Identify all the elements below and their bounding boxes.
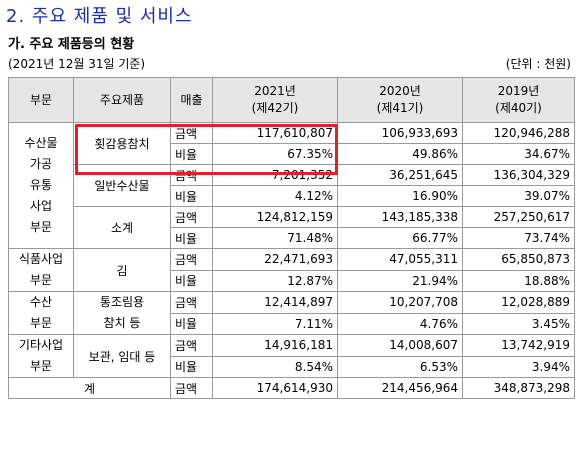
value-cell: 71.48% <box>212 227 338 249</box>
value-cell: 14,916,181 <box>212 334 338 357</box>
value-cell: 7.11% <box>212 312 338 335</box>
subsection-heading: 가. 주요 제품등의 현황 <box>8 37 135 52</box>
segment-cell: 수산 부문 <box>8 291 74 335</box>
amount-label: 금액 <box>170 206 213 228</box>
product-line: 통조림용 <box>99 295 145 309</box>
amount-label: 금액 <box>170 164 213 186</box>
table-header-row: 부문 주요제품 매출 2021년 (제42기) 2020년 (제41기) 2019년… <box>8 77 575 123</box>
value-cell: 106,933,693 <box>337 122 463 144</box>
products-table: 부문 주요제품 매출 2021년 (제42기) 2020년 (제41기) 2019년… <box>8 77 575 399</box>
header-segment: 부문 <box>8 77 74 123</box>
header-2021: 2021년 (제42기) <box>212 77 338 123</box>
ratio-label: 비율 <box>170 143 213 165</box>
ratio-label: 비율 <box>170 355 213 378</box>
amount-label: 금액 <box>170 122 213 144</box>
header-product: 주요제품 <box>73 77 171 123</box>
value-cell: 4.76% <box>337 312 463 335</box>
total-value: 174,614,930 <box>212 377 338 399</box>
total-value: 348,873,298 <box>462 377 575 399</box>
product-cell: 소계 <box>73 206 171 249</box>
amount-label: 금액 <box>170 291 213 314</box>
value-cell: 6.53% <box>337 355 463 378</box>
value-cell: 10,207,708 <box>337 291 463 314</box>
value-cell: 34.67% <box>462 143 575 165</box>
header-2019: 2019년 (제40기) <box>462 77 575 123</box>
total-row: 계 금액 174,614,930 214,456,964 348,873,298 <box>8 377 575 399</box>
value-cell: 12,028,889 <box>462 291 575 314</box>
header-2020: 2020년 (제41기) <box>337 77 463 123</box>
value-cell: 65,850,873 <box>462 248 575 271</box>
amount-label: 금액 <box>170 334 213 357</box>
value-cell: 7,201,352 <box>212 164 338 186</box>
value-cell: 120,946,288 <box>462 122 575 144</box>
value-cell: 49.86% <box>337 143 463 165</box>
value-cell: 8.54% <box>212 355 338 378</box>
value-cell: 13,742,919 <box>462 334 575 357</box>
product-cell: 횟감용참치 <box>73 122 171 165</box>
value-cell: 39.07% <box>462 185 575 207</box>
value-cell: 3.45% <box>462 312 575 335</box>
value-cell: 73.74% <box>462 227 575 249</box>
table-row: 비율 8.54% 6.53% 3.94% <box>9 355 575 378</box>
value-cell: 12.87% <box>212 269 338 292</box>
date-note: (2021년 12월 31일 기준) <box>8 57 146 71</box>
ratio-label: 비율 <box>170 185 213 207</box>
header-sales: 매출 <box>170 77 213 123</box>
total-label: 계 <box>8 377 171 399</box>
table-row: 소계 금액 124,812,159 143,185,338 257,250,61… <box>9 206 575 249</box>
value-cell: 14,008,607 <box>337 334 463 357</box>
value-cell: 47,055,311 <box>337 248 463 271</box>
ratio-label: 비율 <box>170 269 213 292</box>
ratio-label: 비율 <box>170 312 213 335</box>
value-cell: 136,304,329 <box>462 164 575 186</box>
value-cell: 67.35% <box>212 143 338 165</box>
value-cell: 12,414,897 <box>212 291 338 314</box>
value-cell: 36,251,645 <box>337 164 463 186</box>
total-value: 214,456,964 <box>337 377 463 399</box>
value-cell: 143,185,338 <box>337 206 463 228</box>
value-cell: 16.90% <box>337 185 463 207</box>
amount-label: 금액 <box>170 248 213 271</box>
value-cell: 3.94% <box>462 355 575 378</box>
product-cell: 김 <box>73 248 171 292</box>
value-cell: 21.94% <box>337 269 463 292</box>
value-cell: 22,471,693 <box>212 248 338 271</box>
section-heading: 2. 주요 제품 및 서비스 <box>6 6 193 27</box>
ratio-label: 비율 <box>170 227 213 249</box>
value-cell: 66.77% <box>337 227 463 249</box>
value-cell: 4.12% <box>212 185 338 207</box>
table-row: 비율 7.11% 4.76% 3.45% <box>9 312 575 335</box>
table-row: 비율 12.87% 21.94% 18.88% <box>9 269 575 292</box>
table-row: 비율 71.48% 66.77% 73.74% <box>9 227 575 249</box>
value-cell: 124,812,159 <box>212 206 338 228</box>
table-row: 식품사업 부문 김 금액 22,471,693 47,055,311 65,850… <box>8 248 575 292</box>
amount-label: 금액 <box>170 377 213 399</box>
product-cell: 일반수산물 <box>73 164 171 207</box>
segment-cell: 수산물 가공 유통 사업 부문 <box>8 122 74 249</box>
table-row: 기타사업 부문 보관, 임대 등 금액 14,916,181 14,008,607… <box>8 334 575 378</box>
value-cell: 257,250,617 <box>462 206 575 228</box>
product-cell: 보관, 임대 등 <box>73 334 171 378</box>
value-cell: 18.88% <box>462 269 575 292</box>
table-row: 수산물 가공 유통 사업 부문 횟감용참치 금액 117,610,807 106,933… <box>8 122 575 249</box>
product-line: 참치 등 <box>103 316 141 330</box>
segment-cell: 식품사업 부문 <box>8 248 74 292</box>
segment-cell: 기타사업 부문 <box>8 334 74 378</box>
table-row: 일반수산물 금액 7,201,352 36,251,645 136,304,32… <box>9 164 575 207</box>
value-cell: 117,610,807 <box>212 122 338 144</box>
unit-note: (단위 : 천원) <box>505 57 571 71</box>
